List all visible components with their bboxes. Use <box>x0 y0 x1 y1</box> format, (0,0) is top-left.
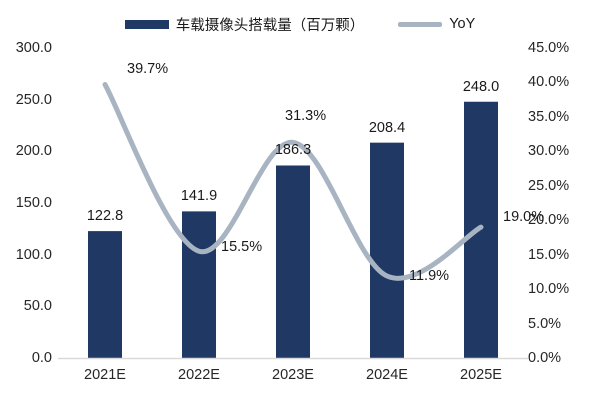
bar-value-label: 141.9 <box>180 188 218 205</box>
bar-series-group <box>88 101 498 358</box>
left-axis-tick: 150.0 <box>15 195 52 211</box>
yoy-value-label: 11.9% <box>409 268 450 285</box>
right-axis-tick: 0.0% <box>528 350 562 366</box>
right-axis-tick: 45.0% <box>528 40 570 56</box>
bar[interactable] <box>182 211 216 358</box>
bar[interactable] <box>88 231 122 358</box>
left-axis-tick: 0.0 <box>31 350 52 366</box>
category-axis-tick: 2023E <box>272 367 314 383</box>
left-axis-tick: 200.0 <box>15 143 52 160</box>
right-axis-tick: 10.0% <box>528 281 570 298</box>
yoy-value-label: 15.5% <box>221 239 263 256</box>
category-axis-tick: 2022E <box>178 367 220 383</box>
legend-label-line-series: YoY <box>449 16 476 32</box>
right-axis-tick: 40.0% <box>528 74 570 91</box>
legend-item-bar-series[interactable]: 车载摄像头搭载量（百万颗） <box>124 14 365 35</box>
bar-value-label: 122.8 <box>86 208 124 225</box>
bar-series-color-swatch <box>124 19 169 29</box>
bar-value-label: 208.4 <box>368 119 406 136</box>
bar-value-label: 248.0 <box>462 78 500 95</box>
left-axis-tick: 50.0 <box>23 298 52 315</box>
right-axis-tick: 5.0% <box>528 315 562 332</box>
left-axis-tick: 250.0 <box>15 91 52 108</box>
yoy-value-label: 39.7% <box>127 60 169 77</box>
right-axis-tick: 35.0% <box>528 108 570 125</box>
yoy-value-label: 19.0% <box>503 209 545 226</box>
yoy-value-label: 31.3% <box>285 108 327 125</box>
bar[interactable] <box>370 142 404 358</box>
right-axis-tick: 20.0% <box>528 212 570 229</box>
category-axis-tick: 2021E <box>84 367 126 383</box>
chart-legend: 车载摄像头搭载量（百万颗） YoY <box>0 10 600 38</box>
left-axis-tick: 100.0 <box>15 246 52 263</box>
category-axis-tick: 2024E <box>366 367 408 383</box>
right-axis-tick: 30.0% <box>528 143 570 160</box>
line-series-color-swatch <box>398 21 443 27</box>
bar[interactable] <box>276 165 310 358</box>
legend-item-line-series[interactable]: YoY <box>398 16 475 32</box>
bar-value-label: 186.3 <box>274 142 312 159</box>
right-axis-tick: 25.0% <box>528 177 570 194</box>
bar[interactable] <box>464 101 498 358</box>
legend-label-bar-series: 车载摄像头搭载量（百万颗） <box>175 17 365 34</box>
left-axis-tick: 300.0 <box>15 40 52 56</box>
right-axis-tick: 15.0% <box>528 246 570 263</box>
category-axis-tick: 2025E <box>460 367 502 383</box>
